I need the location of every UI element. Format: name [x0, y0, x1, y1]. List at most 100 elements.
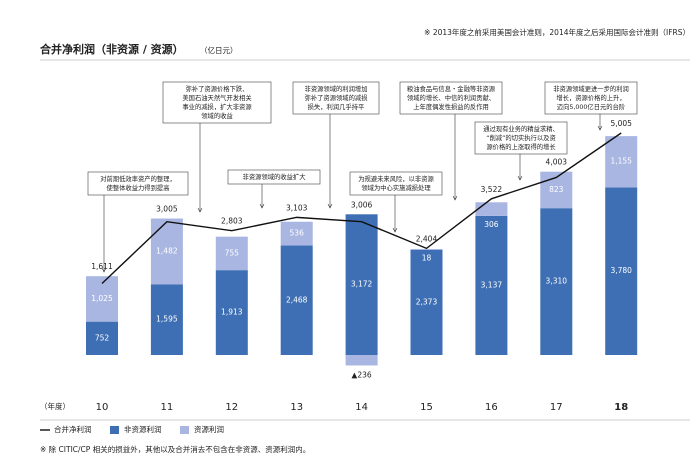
annotation-text: 迈向5,000亿日元的台阶 — [557, 102, 626, 111]
annotation-text: 非资源领域更进一步的利润 — [553, 84, 629, 93]
annotation-box — [87, 171, 189, 196]
legend-label: 合并净利润 — [54, 424, 92, 434]
accounting-note: ※ 2013年度之前采用美国会计准则，2014年度之后采用国际会计准则（IFRS… — [424, 27, 690, 37]
annotation-text: 使整体收益力得到提高 — [107, 183, 170, 192]
bar-segment — [280, 221, 313, 246]
annotation-box — [162, 81, 272, 124]
unit-label: （亿日元） — [200, 45, 238, 55]
annotation-text: “削减”的切实执行以及资 — [486, 133, 556, 142]
x-tick-label: 12 — [225, 402, 238, 413]
bar-segment — [215, 236, 248, 271]
bar-segment — [215, 270, 248, 355]
annotation-text: 领域的增长、中信的利润贡献、 — [407, 93, 495, 102]
annotation-arrow-head — [327, 203, 333, 209]
annotation-box — [292, 81, 380, 115]
annotation: 对前期低效率资产的整理，使整体收益力得到提高 — [87, 171, 189, 273]
bar-segment — [475, 215, 508, 355]
legend-label: 非资源利润 — [124, 424, 162, 434]
bar-value-label: 823 — [549, 185, 564, 194]
annotation-text: 美国石油天然气开发相关 — [182, 93, 252, 102]
x-tick-label: 13 — [290, 402, 303, 413]
bar-segment — [150, 218, 183, 285]
legend-swatch — [110, 426, 119, 434]
annotation-text: 增长，资源价格的上升， — [556, 93, 625, 102]
bar-value-label: 3,172 — [351, 280, 373, 289]
annotation-box — [227, 169, 321, 185]
bar-segment — [345, 355, 378, 366]
annotation-text: 领域为中心实施减损处理 — [361, 183, 431, 192]
bar-value-label: 2,373 — [416, 297, 438, 306]
bar-value-label: 1,595 — [156, 315, 178, 324]
annotation-arrow-head — [197, 207, 203, 213]
line-value-label: 4,003 — [546, 158, 568, 167]
annotation-box — [474, 121, 568, 155]
annotation-text: 源价格的上涨取得的增长 — [486, 142, 556, 151]
line-value-label: 3,103 — [286, 203, 308, 212]
x-tick-label: 14 — [355, 402, 368, 413]
annotation-text: 事业的减损，扩大非资源 — [182, 102, 252, 111]
line-value-label: 3,522 — [481, 185, 503, 194]
bar-segment — [150, 284, 183, 355]
annotation-text: 弥补了资源领域的减损 — [305, 93, 369, 102]
bar-segment — [605, 136, 638, 188]
bar-segment — [475, 202, 508, 216]
bar-segment — [86, 276, 118, 322]
x-tick-label: 18 — [614, 402, 628, 413]
bar-value-label: 3,310 — [546, 277, 568, 286]
footnote: ※ 除 CITIC/CP 相关的损益外，其他以及合并消去不包含在非资源、资源利润… — [40, 444, 310, 454]
bar-segment — [410, 248, 443, 250]
line-value-label: 2,803 — [221, 217, 243, 226]
bar-segment — [345, 214, 378, 355]
bar-value-label: 1,482 — [156, 246, 178, 255]
line-value-label: 3,006 — [351, 200, 373, 209]
bar-segment — [86, 321, 118, 355]
annotation-box — [349, 171, 443, 196]
annotation-arrow-head — [452, 195, 458, 201]
annotation-text: 非资源领域的收益扩大 — [243, 172, 307, 181]
annotation-box — [399, 81, 503, 115]
annotation-text: 通过现有业务的精益求精、 — [483, 124, 559, 133]
legend-label: 资源利润 — [194, 424, 224, 434]
annotation-arrow-head — [517, 175, 523, 181]
annotation-box — [544, 81, 638, 115]
bar-value-label: 1,913 — [221, 308, 243, 317]
x-tick-label: 16 — [485, 402, 498, 413]
bar-segment — [280, 245, 313, 355]
bar-segment — [410, 249, 443, 355]
chart-title: 合并净利润（非资源 / 资源） — [40, 42, 184, 56]
line-value-label: 2,404 — [416, 234, 438, 243]
bar-value-label: 306 — [484, 220, 499, 229]
x-tick-label: 11 — [161, 402, 174, 413]
bar-value-label: 752 — [95, 333, 110, 342]
line-value-label: 3,005 — [156, 205, 178, 214]
bar-value-label: 2,468 — [286, 295, 308, 304]
line-value-label: 5,005 — [610, 119, 632, 128]
x-tick-label: 15 — [420, 402, 433, 413]
bar-value-label: 1,025 — [91, 294, 113, 303]
annotation-arrow-head — [392, 227, 398, 233]
bar-value-label: 755 — [225, 248, 240, 257]
x-tick-label: 10 — [96, 402, 109, 413]
annotation-text: 领域的收益 — [201, 111, 233, 120]
net-profit-line — [101, 132, 622, 285]
bar-value-label: 536 — [290, 229, 305, 238]
annotation-text: 非资源领域的利润增加 — [305, 84, 368, 93]
bar-value-label: ▲236 — [352, 370, 372, 379]
bar-segment — [540, 208, 573, 355]
annotation-text: 对前期低效率资产的整理， — [100, 174, 176, 183]
line-value-label: 1,611 — [91, 262, 113, 271]
bar-value-label: 18 — [422, 254, 432, 263]
annotation-text: 弥补了资源价格下跌、 — [186, 84, 249, 93]
x-tick-label: 17 — [550, 402, 563, 413]
annotation: 非资源领域的收益扩大 — [227, 169, 321, 209]
annotation-text: 粮油食品与信息・金融等非资源 — [407, 84, 496, 93]
bar-value-label: 1,155 — [610, 157, 632, 166]
legend-swatch — [180, 426, 189, 434]
